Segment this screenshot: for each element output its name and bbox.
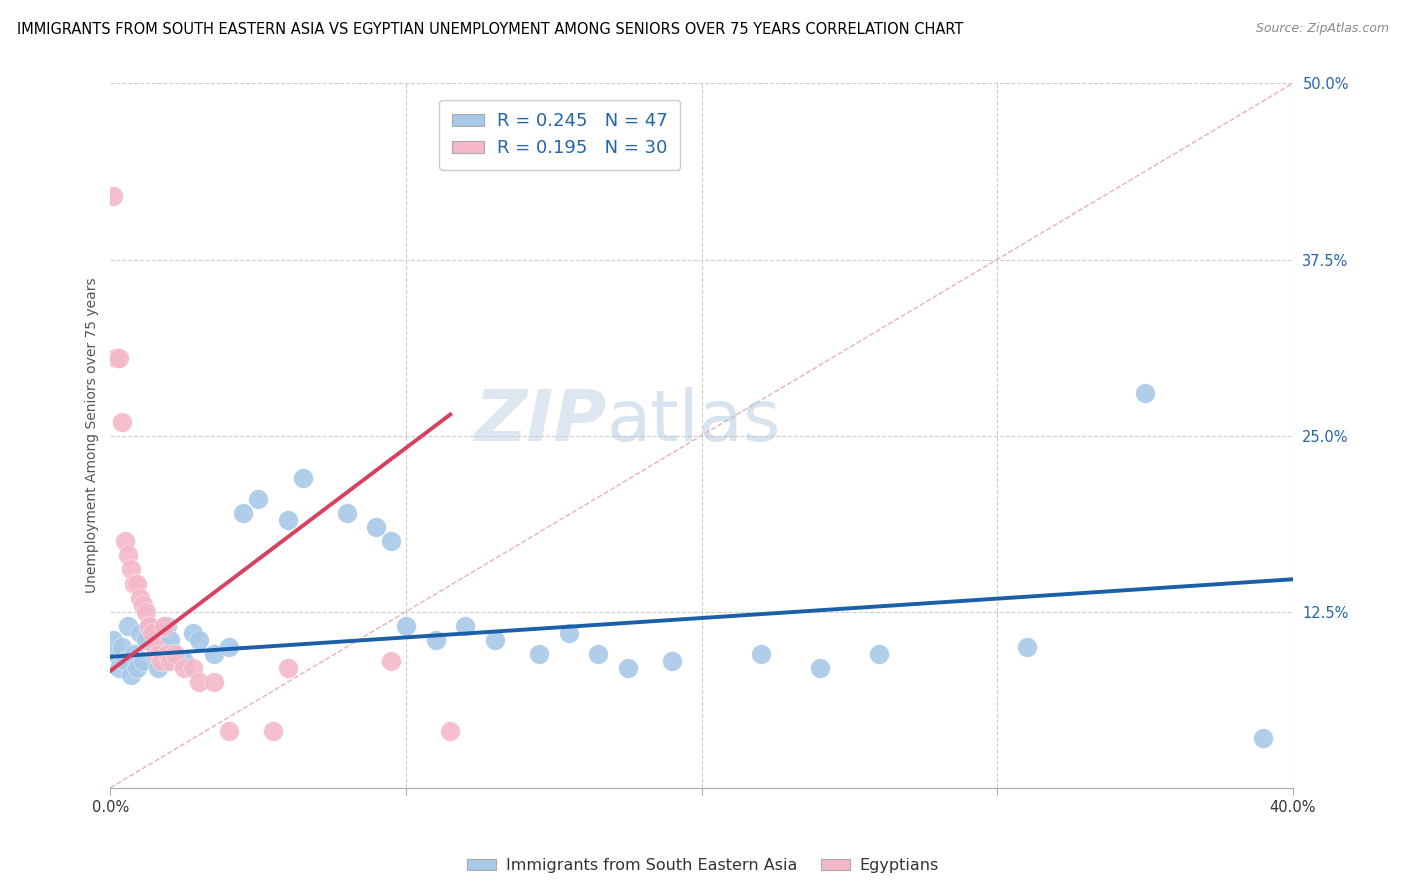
- Point: [202, 675, 225, 690]
- Text: ZIP: ZIP: [475, 387, 607, 456]
- Point: [149, 640, 172, 654]
- Point: [120, 562, 142, 576]
- Point: [181, 661, 204, 675]
- Point: [108, 661, 131, 675]
- Point: [103, 632, 125, 647]
- Point: [149, 654, 172, 668]
- Point: [135, 632, 157, 647]
- Point: [749, 647, 772, 661]
- Point: [146, 661, 169, 675]
- Point: [218, 640, 240, 654]
- Point: [159, 654, 181, 668]
- Legend: R = 0.245   N = 47, R = 0.195   N = 30: R = 0.245 N = 47, R = 0.195 N = 30: [439, 100, 681, 169]
- Legend: Immigrants from South Eastern Asia, Egyptians: Immigrants from South Eastern Asia, Egyp…: [461, 852, 945, 880]
- Point: [380, 654, 402, 668]
- Point: [146, 647, 169, 661]
- Point: [103, 189, 125, 203]
- Point: [111, 640, 134, 654]
- Point: [188, 632, 211, 647]
- Point: [125, 661, 148, 675]
- Point: [661, 654, 683, 668]
- Point: [122, 576, 145, 591]
- Y-axis label: Unemployment Among Seniors over 75 years: Unemployment Among Seniors over 75 years: [86, 277, 100, 593]
- Text: IMMIGRANTS FROM SOUTH EASTERN ASIA VS EGYPTIAN UNEMPLOYMENT AMONG SENIORS OVER 7: IMMIGRANTS FROM SOUTH EASTERN ASIA VS EG…: [17, 22, 963, 37]
- Point: [395, 619, 418, 633]
- Point: [218, 724, 240, 739]
- Point: [132, 598, 155, 612]
- Point: [173, 661, 195, 675]
- Point: [122, 647, 145, 661]
- Point: [165, 647, 187, 661]
- Point: [111, 415, 134, 429]
- Point: [125, 576, 148, 591]
- Point: [120, 668, 142, 682]
- Point: [165, 647, 187, 661]
- Point: [129, 625, 152, 640]
- Point: [366, 520, 388, 534]
- Point: [202, 647, 225, 661]
- Point: [527, 647, 550, 661]
- Point: [1251, 731, 1274, 746]
- Point: [868, 647, 890, 661]
- Point: [155, 647, 177, 661]
- Point: [586, 647, 609, 661]
- Text: atlas: atlas: [607, 387, 782, 456]
- Point: [108, 351, 131, 365]
- Point: [114, 654, 136, 668]
- Point: [155, 619, 177, 633]
- Point: [380, 534, 402, 549]
- Point: [484, 632, 506, 647]
- Point: [262, 724, 284, 739]
- Point: [291, 471, 314, 485]
- Point: [1015, 640, 1038, 654]
- Point: [336, 506, 359, 520]
- Point: [132, 654, 155, 668]
- Point: [141, 625, 163, 640]
- Point: [425, 632, 447, 647]
- Point: [188, 675, 211, 690]
- Point: [105, 647, 128, 661]
- Point: [105, 351, 128, 365]
- Point: [277, 513, 299, 527]
- Point: [143, 640, 166, 654]
- Point: [152, 619, 174, 633]
- Point: [117, 619, 139, 633]
- Point: [114, 534, 136, 549]
- Point: [1133, 386, 1156, 401]
- Point: [135, 605, 157, 619]
- Point: [117, 549, 139, 563]
- Point: [159, 632, 181, 647]
- Point: [232, 506, 254, 520]
- Point: [129, 591, 152, 605]
- Point: [439, 724, 461, 739]
- Point: [247, 491, 270, 506]
- Point: [616, 661, 638, 675]
- Point: [808, 661, 831, 675]
- Point: [138, 619, 160, 633]
- Point: [138, 619, 160, 633]
- Point: [143, 647, 166, 661]
- Point: [557, 625, 579, 640]
- Point: [173, 654, 195, 668]
- Point: [277, 661, 299, 675]
- Point: [181, 625, 204, 640]
- Point: [152, 654, 174, 668]
- Point: [454, 619, 477, 633]
- Text: Source: ZipAtlas.com: Source: ZipAtlas.com: [1256, 22, 1389, 36]
